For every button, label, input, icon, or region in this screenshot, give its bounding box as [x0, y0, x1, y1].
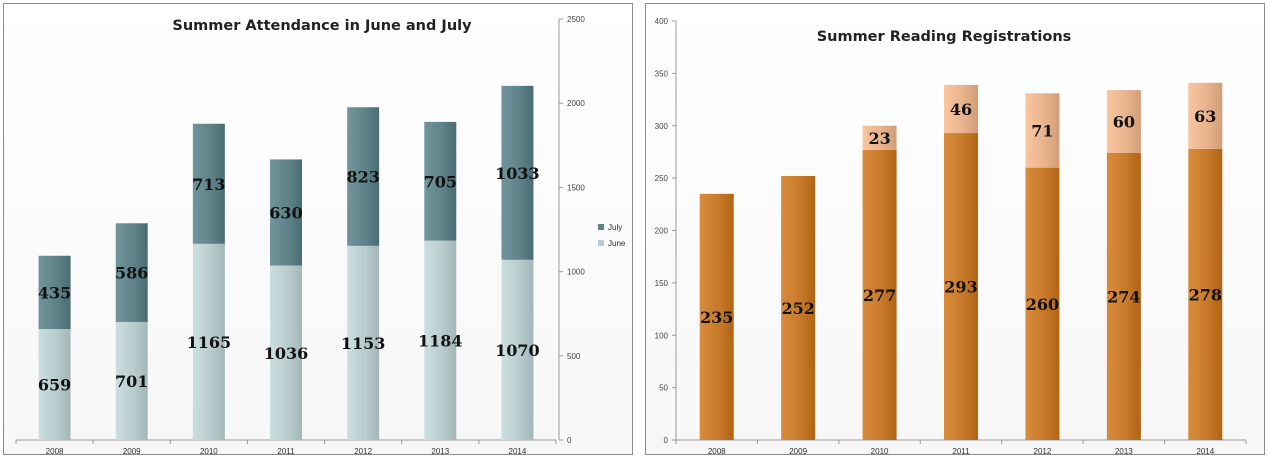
y-tick-label: 1500 — [567, 183, 585, 192]
bar-segment-1-2012 — [1025, 167, 1060, 440]
bar-july-2014 — [501, 85, 534, 260]
data-label: 1153 — [341, 334, 386, 353]
y-tick-label: 0 — [567, 436, 572, 445]
y-tick-label: 250 — [655, 174, 669, 183]
bar-june-2011 — [270, 265, 302, 440]
chart-title: Summer Attendance in June and July — [172, 18, 472, 34]
x-tick-label: 2011 — [952, 447, 970, 454]
bar-june-2013 — [424, 240, 457, 440]
data-label: 435 — [38, 283, 71, 302]
data-label: 278 — [1189, 285, 1222, 304]
bar-june-2012 — [347, 245, 380, 440]
data-label: 46 — [950, 100, 972, 119]
x-tick-label: 2012 — [354, 447, 372, 454]
x-tick-label: 2011 — [277, 447, 295, 454]
x-tick-label: 2013 — [1115, 447, 1133, 454]
reading-registrations-chart: Summer Reading Registrations 0 50 100 150 200… — [655, 17, 1247, 454]
bar-july-2010 — [192, 123, 225, 244]
x-tick-label: 2009 — [123, 447, 141, 454]
bar-july-2011 — [270, 159, 302, 266]
data-label: 260 — [1026, 295, 1059, 314]
y-tick-label: 100 — [655, 331, 669, 340]
attendance-chart-panel: Summer Attendance in June and July 0 500 10… — [3, 3, 633, 455]
data-label: 1070 — [495, 341, 540, 360]
bar-segment-1-2010 — [862, 149, 897, 440]
data-label: 235 — [700, 308, 733, 327]
x-tick-label: 2009 — [789, 447, 807, 454]
bar-segment-2-2010 — [862, 125, 897, 150]
data-label: 71 — [1031, 121, 1053, 140]
data-label: 823 — [346, 168, 379, 187]
bar-june-2010 — [192, 243, 225, 440]
data-label: 659 — [38, 376, 71, 395]
data-label: 1036 — [264, 344, 309, 363]
bar-segment-2-2011 — [944, 84, 978, 134]
reading-registrations-chart-panel: Summer Reading Registrations 0 50 100 150 200… — [645, 3, 1265, 455]
legend-swatch-june — [598, 240, 604, 246]
y-tick-label: 500 — [567, 352, 581, 361]
y-tick-label: 1000 — [567, 268, 585, 277]
data-label: 1165 — [187, 333, 232, 352]
x-tick-label: 2013 — [431, 447, 449, 454]
data-label: 713 — [192, 175, 225, 194]
data-label: 293 — [944, 278, 977, 297]
chart-title: Summer Reading Registrations — [817, 29, 1072, 45]
data-label: 1033 — [495, 164, 540, 183]
bar-july-2009 — [115, 223, 148, 322]
y-tick-label: 300 — [655, 122, 669, 131]
bar-segment-1-2008 — [699, 193, 734, 440]
bar-june-2014 — [501, 259, 534, 440]
bar-june-2009 — [115, 321, 148, 440]
data-label: 60 — [1113, 113, 1135, 132]
bar-segment-2-2014 — [1188, 82, 1223, 149]
bar-segment-1-2011 — [944, 133, 978, 440]
bar-july-2012 — [347, 107, 380, 246]
x-tick-label: 2014 — [1196, 447, 1214, 454]
bar-segment-2-2012 — [1025, 93, 1060, 168]
bar-segment-1-2014 — [1188, 148, 1223, 441]
legend-label-june: June — [608, 239, 626, 248]
y-tick-label: 150 — [655, 279, 669, 288]
x-tick-label: 2012 — [1034, 447, 1052, 454]
data-label: 1184 — [418, 331, 463, 350]
y-tick-label: 50 — [659, 384, 668, 393]
x-tick-label: 2014 — [509, 447, 527, 454]
data-label: 630 — [269, 203, 302, 222]
x-tick-label: 2008 — [708, 447, 726, 454]
bar-july-2008 — [38, 255, 71, 330]
bar-july-2013 — [424, 121, 457, 241]
legend-label-july: July — [608, 223, 622, 232]
legend-swatch-july — [598, 224, 604, 230]
bar-segment-2-2013 — [1106, 90, 1141, 153]
data-label: 705 — [424, 172, 457, 191]
y-tick-label: 400 — [655, 17, 669, 26]
y-tick-label: 2000 — [567, 99, 585, 108]
data-label: 63 — [1194, 107, 1216, 126]
x-tick-label: 2008 — [46, 447, 64, 454]
y-tick-label: 0 — [664, 436, 669, 445]
data-label: 701 — [115, 372, 148, 391]
data-label: 252 — [781, 299, 814, 318]
y-tick-label: 2500 — [567, 15, 585, 24]
data-label: 23 — [868, 129, 890, 148]
bar-segment-1-2013 — [1106, 152, 1141, 441]
y-tick-label: 350 — [655, 69, 669, 78]
bar-segment-1-2009 — [781, 176, 816, 440]
x-tick-label: 2010 — [871, 447, 889, 454]
attendance-chart: Summer Attendance in June and July 0 500 10… — [15, 15, 626, 454]
x-tick-label: 2010 — [200, 447, 218, 454]
bar-june-2008 — [38, 329, 71, 440]
data-label: 277 — [863, 286, 896, 305]
data-label: 274 — [1107, 287, 1140, 306]
data-label: 586 — [115, 264, 148, 283]
y-tick-label: 200 — [655, 227, 669, 236]
